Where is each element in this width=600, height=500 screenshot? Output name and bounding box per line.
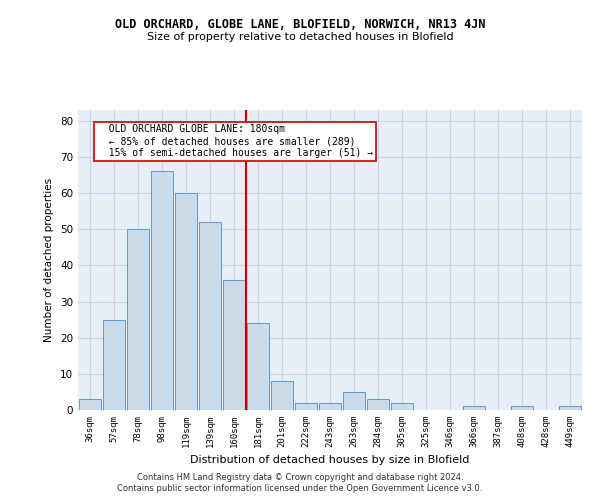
Bar [247,324,269,410]
Bar [559,406,581,410]
Bar [271,381,293,410]
Bar [367,399,389,410]
Bar [127,230,149,410]
X-axis label: Distribution of detached houses by size in Blofield: Distribution of detached houses by size … [190,456,470,466]
Bar [343,392,365,410]
Bar [223,280,245,410]
Bar [463,406,485,410]
Bar [175,193,197,410]
Bar [151,172,173,410]
Bar [199,222,221,410]
Text: Size of property relative to detached houses in Blofield: Size of property relative to detached ho… [146,32,454,42]
Bar [391,403,413,410]
Bar [295,403,317,410]
Text: OLD ORCHARD, GLOBE LANE, BLOFIELD, NORWICH, NR13 4JN: OLD ORCHARD, GLOBE LANE, BLOFIELD, NORWI… [115,18,485,30]
Text: Contains HM Land Registry data © Crown copyright and database right 2024.: Contains HM Land Registry data © Crown c… [137,472,463,482]
Bar [319,403,341,410]
Bar [79,399,101,410]
Text: Contains public sector information licensed under the Open Government Licence v3: Contains public sector information licen… [118,484,482,493]
Y-axis label: Number of detached properties: Number of detached properties [44,178,55,342]
Bar [511,406,533,410]
Bar [103,320,125,410]
Text: OLD ORCHARD GLOBE LANE: 180sqm
  ← 85% of detached houses are smaller (289)
  15: OLD ORCHARD GLOBE LANE: 180sqm ← 85% of … [97,124,373,158]
